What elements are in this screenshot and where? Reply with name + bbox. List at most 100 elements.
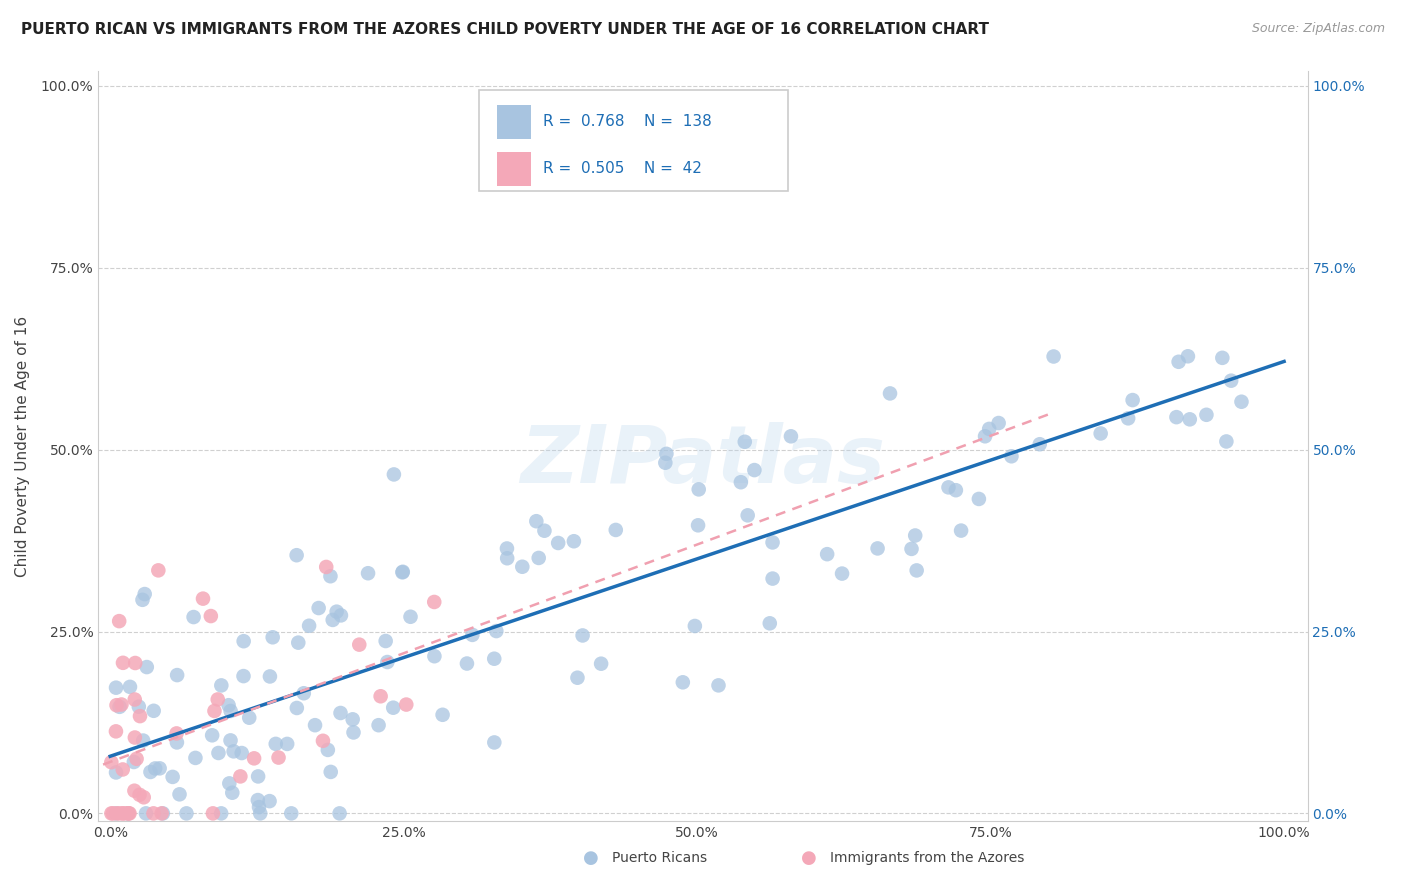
Text: ●: ●	[800, 849, 817, 867]
Point	[201, 806, 224, 821]
Point	[1177, 349, 1199, 363]
Point	[349, 638, 371, 652]
Point	[1122, 393, 1144, 408]
Text: ●: ●	[582, 849, 599, 867]
Point	[562, 534, 585, 549]
Point	[1211, 351, 1233, 365]
Point	[831, 566, 853, 581]
Point	[184, 751, 207, 765]
Point	[124, 783, 146, 797]
Point	[117, 806, 139, 821]
Point	[247, 769, 270, 783]
Point	[232, 669, 254, 683]
Point	[204, 704, 226, 718]
Point	[259, 669, 281, 683]
Point	[222, 744, 245, 758]
Point	[395, 698, 418, 712]
Point	[904, 528, 927, 542]
Point	[166, 668, 188, 682]
Point	[207, 692, 229, 706]
Point	[105, 765, 128, 780]
Point	[399, 609, 422, 624]
Point	[134, 587, 156, 601]
Point	[730, 475, 752, 490]
Point	[780, 429, 803, 443]
Point	[259, 794, 281, 808]
Text: ZIPatlas: ZIPatlas	[520, 422, 886, 500]
Point	[150, 806, 173, 821]
Point	[329, 806, 352, 821]
Point	[232, 634, 254, 648]
Point	[1167, 355, 1189, 369]
Point	[162, 770, 184, 784]
Point	[231, 746, 253, 760]
Point	[149, 761, 172, 775]
Point	[209, 806, 232, 821]
Point	[110, 698, 132, 712]
Point	[524, 514, 547, 528]
Point	[287, 635, 309, 649]
Point	[762, 572, 785, 586]
Point	[312, 734, 335, 748]
Point	[815, 547, 838, 561]
Point	[734, 434, 756, 449]
Point	[938, 480, 960, 494]
Point	[567, 671, 589, 685]
Point	[370, 690, 392, 704]
Point	[342, 712, 364, 726]
Point	[758, 616, 780, 631]
Point	[285, 548, 308, 562]
Point	[496, 551, 519, 566]
Point	[200, 609, 222, 624]
Point	[111, 656, 134, 670]
Point	[654, 456, 676, 470]
Point	[905, 563, 928, 577]
Point	[456, 657, 478, 671]
Point	[117, 806, 139, 821]
Point	[148, 563, 170, 577]
Point	[267, 750, 290, 764]
Text: R =  0.505    N =  42: R = 0.505 N = 42	[543, 161, 702, 177]
Point	[866, 541, 889, 556]
Point	[104, 724, 127, 739]
Point	[391, 566, 413, 580]
Bar	[498, 105, 531, 139]
Y-axis label: Child Poverty Under the Age of 16: Child Poverty Under the Age of 16	[15, 316, 30, 576]
Point	[375, 655, 398, 669]
Point	[1116, 411, 1139, 425]
Point	[108, 806, 131, 821]
Point	[967, 491, 990, 506]
Text: R =  0.768    N =  138: R = 0.768 N = 138	[543, 114, 713, 129]
Point	[238, 711, 260, 725]
Point	[166, 726, 188, 740]
Point	[201, 728, 224, 742]
Point	[316, 743, 339, 757]
Point	[132, 733, 155, 747]
Point	[142, 806, 165, 821]
Point	[308, 601, 330, 615]
Point	[950, 524, 973, 538]
Point	[218, 776, 240, 790]
Point	[166, 735, 188, 749]
Point	[285, 701, 308, 715]
Point	[367, 718, 389, 732]
Point	[100, 755, 122, 769]
Point	[979, 422, 1001, 436]
Point	[423, 595, 446, 609]
Point	[124, 692, 146, 706]
Point	[945, 483, 967, 498]
Point	[131, 592, 153, 607]
Point	[221, 786, 243, 800]
Point	[1029, 437, 1052, 451]
Point	[683, 619, 706, 633]
Point	[191, 591, 214, 606]
Point	[737, 508, 759, 523]
Point	[105, 698, 128, 713]
Point	[124, 656, 146, 670]
Point	[761, 535, 783, 549]
Point	[108, 699, 131, 714]
Point	[432, 707, 454, 722]
Point	[1178, 412, 1201, 426]
Point	[111, 763, 134, 777]
Point	[325, 605, 347, 619]
